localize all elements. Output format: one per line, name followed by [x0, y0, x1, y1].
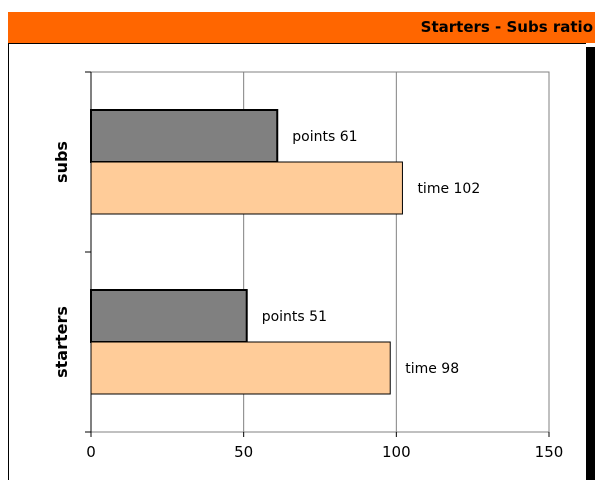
points-bar-starters [90, 289, 248, 343]
x-tick-label: 0 [86, 443, 96, 461]
chart-frame [8, 43, 586, 480]
points-bar-subs [90, 109, 279, 163]
header-bar: Starters - Subs ratio [8, 12, 595, 43]
category-label: starters [52, 306, 71, 378]
time-bar-starters [90, 341, 391, 395]
x-tick-label: 50 [234, 443, 253, 461]
chart-title: Starters - Subs ratio [420, 18, 593, 36]
frame-shadow [586, 47, 595, 480]
x-tick-label: 150 [535, 443, 564, 461]
category-label: subs [52, 141, 71, 183]
points-data-label: points 61 [292, 129, 357, 145]
time-data-label: time 98 [405, 361, 459, 377]
time-bar-subs [90, 161, 403, 215]
time-data-label: time 102 [417, 181, 480, 197]
points-data-label: points 51 [262, 309, 327, 325]
x-tick-label: 100 [382, 443, 411, 461]
